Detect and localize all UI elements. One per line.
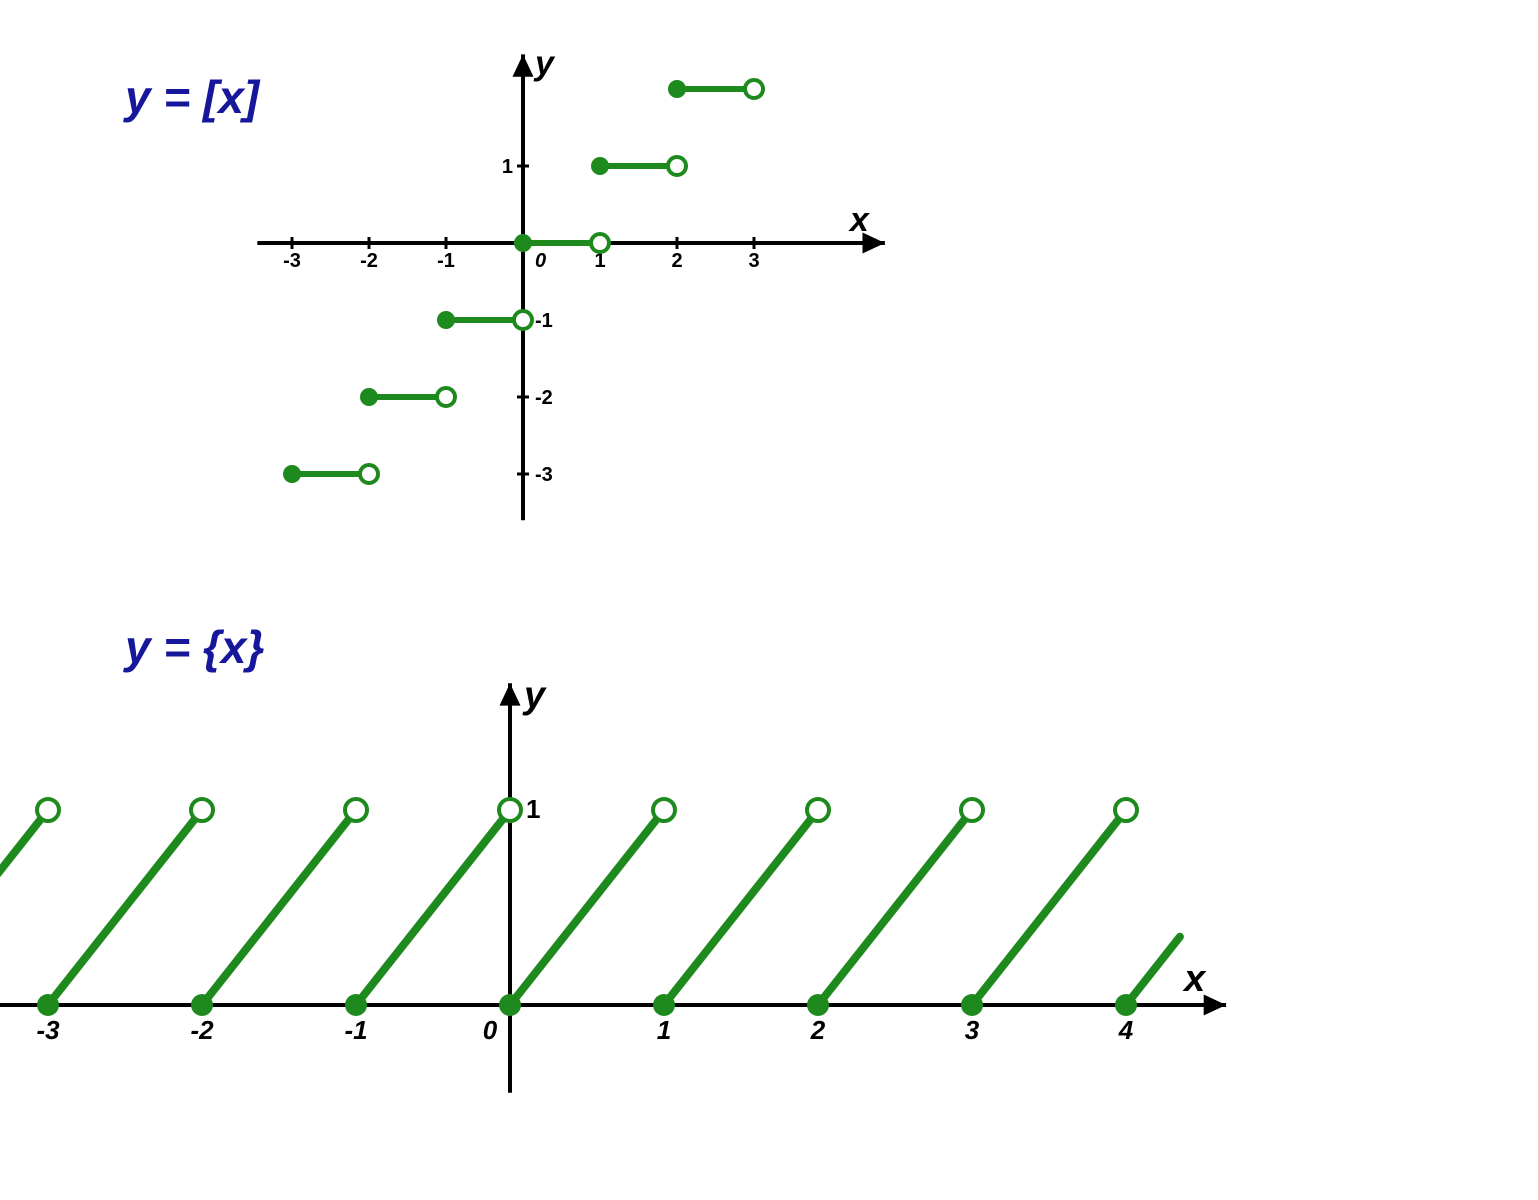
closed-dot-icon xyxy=(437,311,455,329)
page: { "colors": { "background": "#ffffff", "… xyxy=(0,0,1538,1200)
arrowhead-icon xyxy=(1204,995,1226,1016)
x-tick-label: 2 xyxy=(810,1015,826,1045)
y-tick-label: -2 xyxy=(535,387,553,409)
origin-label: 0 xyxy=(535,250,546,272)
frac-segment xyxy=(48,810,202,1005)
x-tick-label: 3 xyxy=(965,1015,980,1045)
x-tick-label: -2 xyxy=(360,250,378,272)
open-dot-icon xyxy=(745,80,763,98)
closed-dot-icon xyxy=(1115,994,1137,1016)
open-dot-icon xyxy=(514,311,532,329)
y-axis-label: y xyxy=(522,674,547,716)
x-tick-label: 2 xyxy=(671,250,682,272)
arrowhead-icon xyxy=(513,54,534,76)
x-tick-label: 0 xyxy=(483,1015,498,1045)
x-tick-label: -3 xyxy=(36,1015,60,1045)
open-dot-icon xyxy=(807,799,829,821)
closed-dot-icon xyxy=(653,994,675,1016)
frac-segment xyxy=(972,810,1126,1005)
closed-dot-icon xyxy=(668,80,686,98)
frac-segment xyxy=(664,810,818,1005)
x-tick-label: 1 xyxy=(657,1015,671,1045)
closed-dot-icon xyxy=(499,994,521,1016)
open-dot-icon xyxy=(345,799,367,821)
frac-segment xyxy=(202,810,356,1005)
x-tick-label: -1 xyxy=(344,1015,367,1045)
x-tick-label: 3 xyxy=(748,250,759,272)
closed-dot-icon xyxy=(591,157,609,175)
y-axis-label: y xyxy=(533,44,556,82)
y-tick-label: -3 xyxy=(535,464,553,486)
x-tick-label: -1 xyxy=(437,250,455,272)
open-dot-icon xyxy=(191,799,213,821)
y-tick-label: 1 xyxy=(502,156,513,178)
x-axis-label: x xyxy=(848,201,871,239)
x-axis-label: x xyxy=(1182,958,1207,1000)
frac-segment xyxy=(0,810,48,908)
frac-segment xyxy=(356,810,510,1005)
arrowhead-icon xyxy=(500,683,521,705)
closed-dot-icon xyxy=(345,994,367,1016)
closed-dot-icon xyxy=(283,465,301,483)
closed-dot-icon xyxy=(514,234,532,252)
chart2-svg: -3 -2 -1 0 1 2 3 4 1 x y xyxy=(0,560,1538,1200)
closed-dot-icon xyxy=(961,994,983,1016)
open-dot-icon xyxy=(668,157,686,175)
open-dot-icon xyxy=(1115,799,1137,821)
closed-dot-icon xyxy=(191,994,213,1016)
x-tick-label: -2 xyxy=(190,1015,214,1045)
frac-segment xyxy=(510,810,664,1005)
frac-segment xyxy=(1126,937,1180,1005)
open-dot-icon xyxy=(360,465,378,483)
open-dot-icon xyxy=(37,799,59,821)
closed-dot-icon xyxy=(807,994,829,1016)
open-dot-icon xyxy=(437,388,455,406)
y-tick-label: 1 xyxy=(526,794,540,824)
x-tick-label: -3 xyxy=(283,250,301,272)
y-tick-label: -1 xyxy=(535,310,553,332)
closed-dot-icon xyxy=(37,994,59,1016)
open-dot-icon xyxy=(653,799,675,821)
chart1-svg: -3-2-11230-3-2-11xy xyxy=(0,0,1538,560)
open-dot-icon xyxy=(961,799,983,821)
closed-dot-icon xyxy=(360,388,378,406)
x-tick-label: 4 xyxy=(1118,1015,1134,1045)
open-dot-icon xyxy=(591,234,609,252)
frac-segment xyxy=(818,810,972,1005)
open-dot-icon xyxy=(499,799,521,821)
